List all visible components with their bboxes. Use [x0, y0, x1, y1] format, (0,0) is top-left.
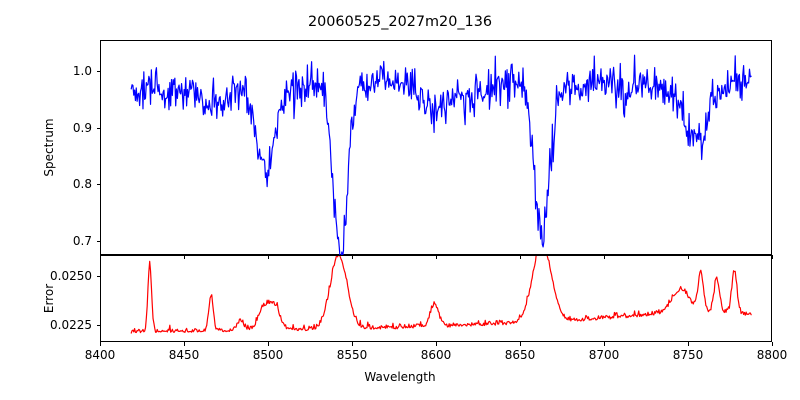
page-title: 20060525_2027m20_136 [307, 14, 493, 30]
error-axis-label: Error [42, 283, 56, 314]
spectrum-plot-area [100, 40, 772, 256]
spectrum-xtick-mark [772, 255, 774, 259]
spectrum-ytick-mark [96, 240, 100, 242]
error-xtick-mark [520, 342, 522, 346]
error-ytick-label: 0.0225 [50, 318, 92, 333]
xtick-label: 8750 [672, 348, 704, 362]
error-xtick-mark [100, 342, 102, 346]
spectrum-xtick-mark [436, 255, 438, 259]
error-plot-area [100, 255, 772, 342]
error-ytick-label: 0.0250 [50, 268, 92, 283]
spectrum-xtick-mark [184, 255, 186, 259]
error-ytick-mark [96, 275, 100, 277]
error-xtick-mark [604, 342, 606, 346]
error-xtick-mark [436, 342, 438, 346]
error-data-line [130, 256, 752, 334]
spectrum-line-chart [130, 54, 752, 256]
error-xtick-mark [184, 342, 186, 346]
error-xtick-mark [772, 342, 774, 346]
spectrum-xtick-mark [352, 255, 354, 259]
spectrum-ytick-label: 0.9 [72, 120, 92, 135]
xtick-label: 8700 [588, 348, 620, 362]
xtick-label: 8800 [756, 348, 788, 362]
xtick-label: 8500 [252, 348, 284, 362]
spectrum-ytick-mark [96, 71, 100, 73]
spectrum-xtick-mark [520, 255, 522, 259]
spectrum-xtick-mark [604, 255, 606, 259]
spectrum-axis-label: Spectrum [42, 118, 56, 177]
xtick-label: 8400 [84, 348, 116, 362]
spectrum-ytick-label: 0.7 [72, 233, 92, 248]
spectrum-xtick-mark [688, 255, 690, 259]
wavelength-axis-label: Wavelength [364, 370, 436, 384]
xtick-label: 8650 [504, 348, 536, 362]
spectrum-ytick-mark [96, 184, 100, 186]
error-xtick-mark [352, 342, 354, 346]
spectrum-ytick-label: 1.0 [72, 64, 92, 79]
spectrum-data-line [130, 54, 752, 256]
error-ytick-mark [96, 325, 100, 327]
error-xtick-mark [688, 342, 690, 346]
spectrum-xtick-mark [268, 255, 270, 259]
xtick-label: 8600 [420, 348, 452, 362]
error-xtick-mark [268, 342, 270, 346]
error-line-chart [130, 256, 752, 334]
spectrum-ytick-label: 0.8 [72, 177, 92, 192]
spectrum-ytick-mark [96, 127, 100, 129]
xtick-label: 8450 [168, 348, 200, 362]
xtick-label: 8550 [336, 348, 368, 362]
spectrum-xtick-mark [100, 255, 102, 259]
